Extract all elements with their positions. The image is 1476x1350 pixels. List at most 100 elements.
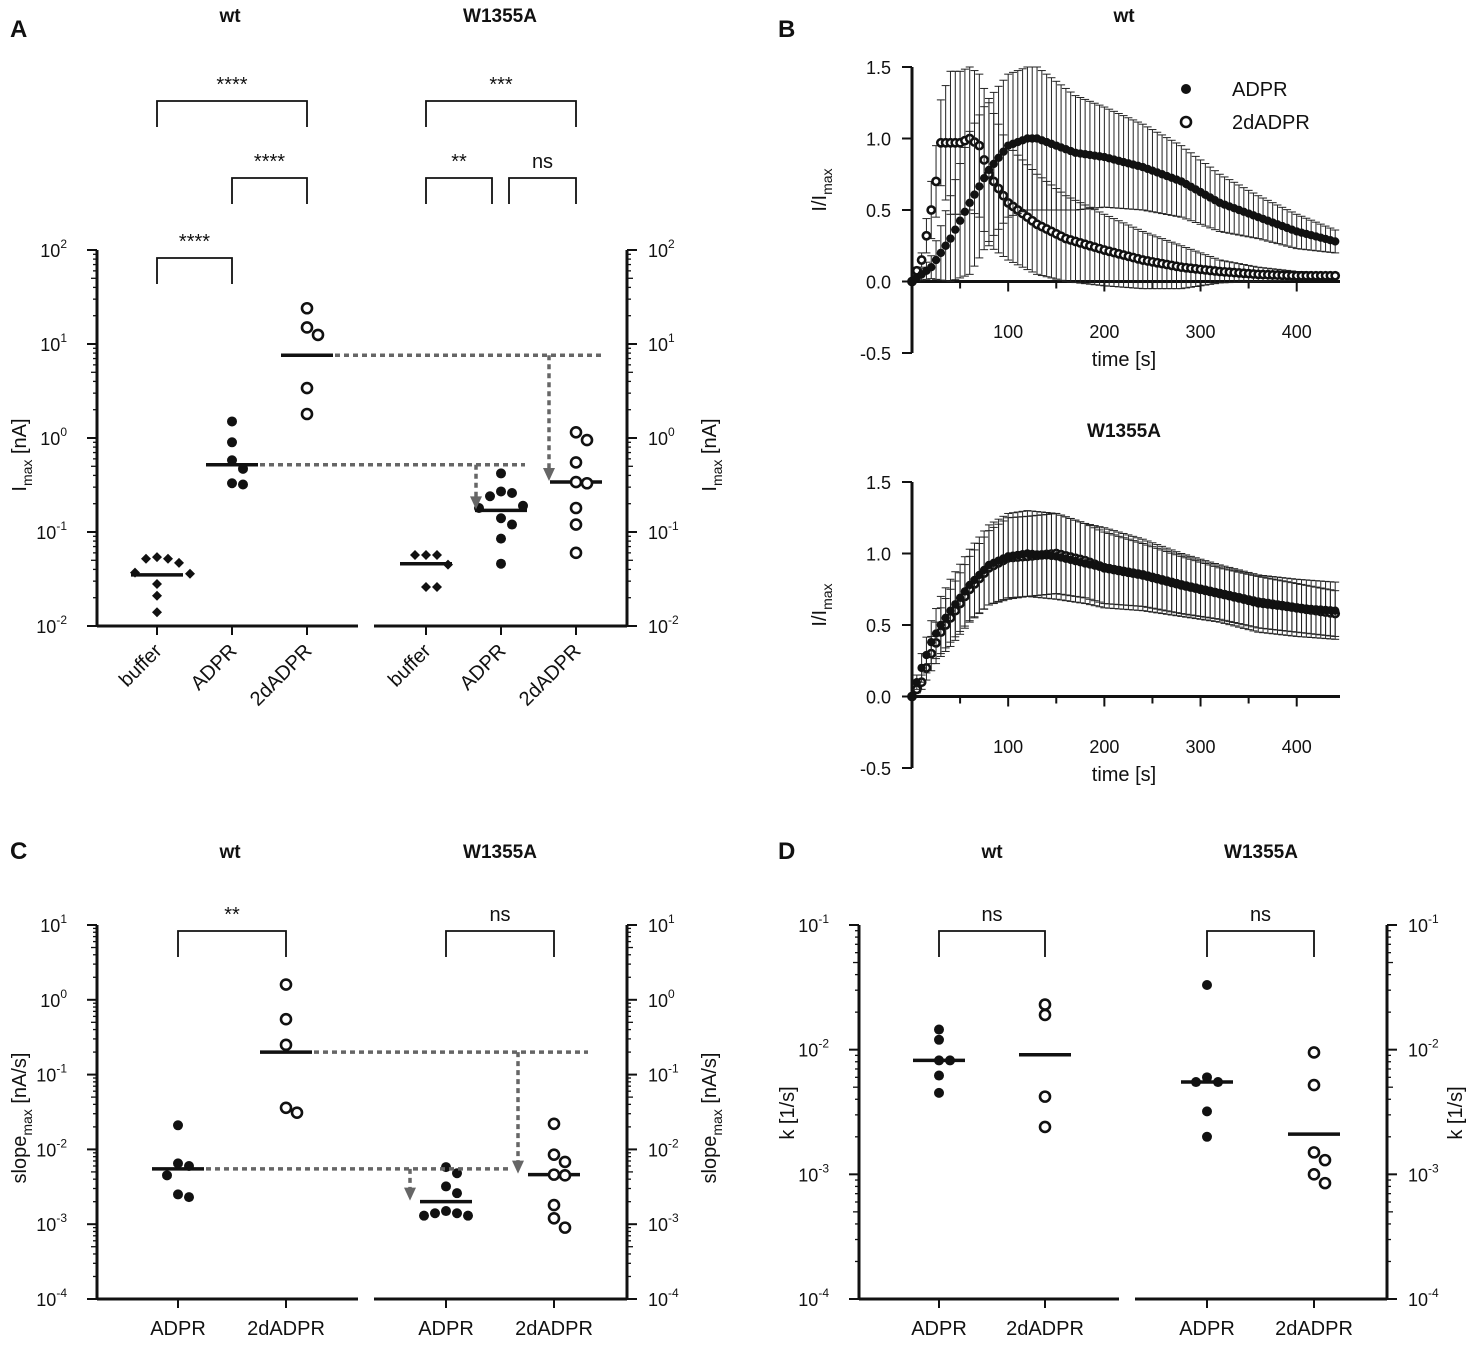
- ylabel-main: I: [9, 486, 31, 492]
- data-point: [955, 216, 965, 225]
- data-point: [1307, 1078, 1321, 1092]
- data-point: [227, 455, 237, 466]
- ylabel-unit: [nA/s]: [699, 1053, 721, 1110]
- data-point: [955, 593, 965, 603]
- data-point: [152, 607, 162, 618]
- significance-label: **: [451, 151, 467, 173]
- data-point: [1330, 237, 1340, 246]
- data-point: [1038, 1120, 1052, 1134]
- data-point: [934, 1055, 944, 1066]
- y-tick-label: 10-2: [798, 1037, 829, 1061]
- tick-exponent: 1: [668, 912, 675, 926]
- x-tick-label: 300: [1186, 322, 1216, 342]
- significance-label: ***: [489, 74, 513, 96]
- data-point: [507, 519, 517, 530]
- tick-base: 10: [36, 523, 56, 543]
- data-point: [926, 205, 937, 215]
- tick-exponent: -4: [56, 1286, 67, 1300]
- tick-base: 10: [648, 1215, 668, 1235]
- data-point: [927, 263, 936, 272]
- x-category-label: 2dADPR: [246, 640, 317, 711]
- tick-base: 10: [36, 1290, 56, 1310]
- tick-base: 10: [36, 1140, 56, 1160]
- data-point: [421, 581, 431, 592]
- data-point: [452, 1188, 462, 1199]
- group-title: W1355A: [463, 842, 537, 863]
- data-point: [1202, 1131, 1212, 1142]
- legend-marker-2dadpr: [1179, 115, 1193, 129]
- y-tick-label: 10-1: [648, 519, 679, 543]
- data-point: [547, 1198, 561, 1212]
- x-category-label: 2dADPR: [1275, 1318, 1353, 1340]
- data-point: [934, 1024, 944, 1035]
- data-point: [1202, 1072, 1212, 1083]
- legend-label: 2dADPR: [1232, 112, 1310, 134]
- data-point: [227, 437, 237, 448]
- data-point: [432, 549, 442, 560]
- significance-bracket: [156, 257, 233, 284]
- y-tick-label: 101: [40, 331, 67, 355]
- tick-base: 10: [648, 1066, 668, 1086]
- series-ADPR: [907, 66, 1340, 286]
- x-tick-label: 100: [993, 322, 1023, 342]
- data-point: [1307, 1168, 1321, 1181]
- significance-bracket: [156, 100, 308, 127]
- data-point: [496, 486, 506, 497]
- y-tick-label: 10-4: [648, 1286, 679, 1310]
- ylabel-unit: [nA/s]: [9, 1053, 31, 1110]
- data-point: [994, 153, 1003, 163]
- y-tick-label: 10-2: [36, 1136, 67, 1160]
- y-tick-label: 10-1: [1408, 912, 1439, 936]
- data-point: [1191, 1077, 1201, 1088]
- subplot-title: W1355A: [1087, 421, 1161, 442]
- tick-base: 10: [40, 916, 60, 936]
- y-tick-label: 10-1: [798, 912, 829, 936]
- y-tick-label: 1.0: [866, 545, 891, 565]
- data-point: [989, 159, 998, 169]
- y-tick-label: 0.5: [866, 201, 891, 221]
- x-category-label: 2dADPR: [1006, 1318, 1084, 1340]
- data-point: [547, 1148, 561, 1161]
- significance-bracket: [1206, 930, 1315, 957]
- data-point: [951, 600, 960, 609]
- ylabel-subscript: max: [819, 583, 835, 609]
- tick-exponent: 2: [668, 237, 675, 251]
- ylabel-subscript: max: [19, 1109, 35, 1135]
- group-title: wt: [218, 6, 241, 27]
- data-point: [1038, 998, 1052, 1011]
- data-point: [163, 553, 173, 564]
- data-point: [569, 501, 583, 515]
- data-point: [547, 1117, 561, 1131]
- data-point: [936, 248, 946, 258]
- y-axis-label-left: k [1/s]: [777, 1086, 799, 1139]
- ylabel-unit: [nA]: [9, 418, 31, 459]
- tick-base: 10: [648, 617, 668, 637]
- data-point: [1213, 1077, 1223, 1088]
- y-tick-label: 10-3: [798, 1161, 829, 1185]
- data-point: [558, 1169, 572, 1182]
- tick-exponent: -3: [818, 1161, 829, 1175]
- data-point: [960, 207, 970, 216]
- tick-base: 10: [1408, 1165, 1428, 1185]
- y-tick-label: 1.5: [866, 473, 891, 493]
- y-tick-label: 10-3: [648, 1211, 679, 1235]
- data-point: [141, 553, 151, 564]
- ylabel-main: I/I: [809, 195, 831, 212]
- y-tick-label: 0.5: [866, 616, 891, 636]
- x-tick-label: 200: [1089, 322, 1119, 342]
- significance-label: ns: [981, 904, 1002, 926]
- x-category-label: 2dADPR: [247, 1318, 325, 1340]
- data-point: [441, 1181, 451, 1192]
- y-tick-label: 10-1: [36, 519, 67, 543]
- ylabel-main: I: [699, 486, 721, 492]
- panel-label: B: [778, 16, 795, 43]
- panel-label: C: [10, 838, 27, 865]
- ylabel-subscript: max: [819, 168, 835, 194]
- data-point: [934, 1087, 944, 1098]
- tick-base: 10: [40, 991, 60, 1011]
- legend-label: ADPR: [1232, 79, 1288, 101]
- data-point: [290, 1106, 304, 1119]
- y-tick-label: 1.0: [866, 130, 891, 150]
- significance-bracket: [445, 930, 555, 957]
- data-point: [430, 1208, 440, 1219]
